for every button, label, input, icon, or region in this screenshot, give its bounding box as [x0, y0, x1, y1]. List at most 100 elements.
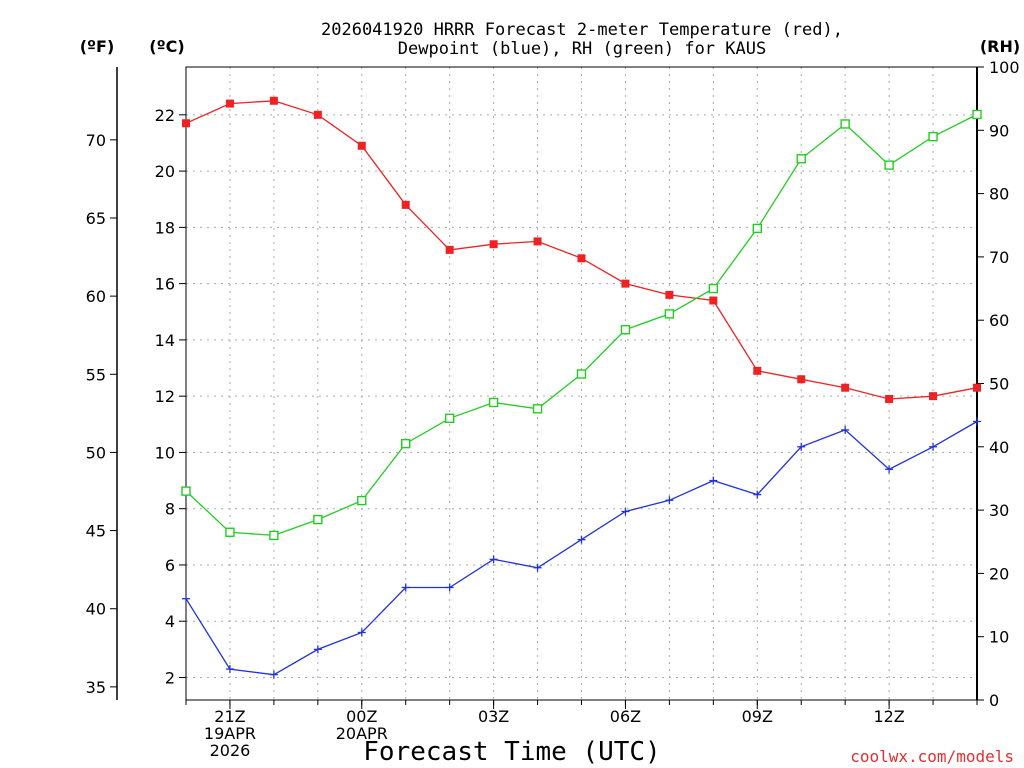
- x-tick-label: 12Z: [873, 707, 904, 726]
- temperature-point: [973, 383, 981, 392]
- temperature-point: [357, 141, 366, 150]
- celsius-tick-label: 12: [155, 387, 175, 406]
- rh-point: [181, 486, 191, 496]
- celsius-tick-label: 14: [155, 331, 175, 350]
- fahrenheit-unit-label: (ºF): [80, 37, 115, 56]
- temperature-point: [445, 245, 454, 254]
- temperature-point: [753, 366, 762, 375]
- dewpoint-point: [357, 628, 366, 637]
- rh-point: [225, 527, 235, 537]
- temperature-point: [797, 375, 806, 384]
- dewpoint-point: [489, 555, 498, 564]
- rh-tick-label: 30: [989, 501, 1009, 520]
- x-tick-label: 00Z: [346, 707, 377, 726]
- celsius-tick-label: 4: [165, 612, 175, 631]
- rh-point: [796, 154, 806, 164]
- rh-point: [269, 530, 279, 541]
- dewpoint-point: [533, 563, 542, 572]
- celsius-tick-label: 20: [155, 162, 175, 181]
- series-temperature: [182, 96, 981, 403]
- dewpoint-point: [445, 583, 454, 592]
- x-tick-label: 20APR: [336, 724, 388, 743]
- x-tick-label: 19APR: [204, 724, 256, 743]
- series-dewpoint: [182, 417, 981, 679]
- dewpoint-point: [841, 425, 850, 434]
- x-tick-label: 09Z: [742, 707, 773, 726]
- temperature-point: [929, 392, 938, 401]
- rh-tick-label: 90: [989, 121, 1009, 140]
- dewpoint-point: [401, 583, 410, 592]
- x-tick-label: 06Z: [610, 707, 641, 726]
- dewpoint-point: [313, 645, 322, 654]
- dewpoint-point: [973, 417, 981, 426]
- rh-point: [708, 283, 719, 294]
- fahrenheit-tick-label: 45: [86, 522, 106, 541]
- celsius-tick-label: 10: [155, 443, 175, 462]
- x-tick-label: 21Z: [214, 707, 245, 726]
- rh-point: [488, 397, 499, 408]
- temperature-point: [533, 237, 542, 246]
- chart-title-line2: Dewpoint (blue), RH (green) for KAUS: [398, 39, 766, 59]
- celsius-tick-label: 6: [165, 556, 175, 575]
- dewpoint-point: [885, 465, 894, 474]
- dewpoint-point: [577, 535, 586, 544]
- rh-point: [620, 324, 631, 335]
- fahrenheit-tick-label: 55: [86, 365, 106, 384]
- dewpoint-point: [182, 594, 190, 603]
- rh-tick-label: 0: [989, 691, 999, 710]
- rh-line: [185, 113, 978, 537]
- temperature-point: [182, 119, 190, 128]
- temperature-point: [269, 96, 278, 105]
- axes: [110, 66, 984, 709]
- x-tick-label: 2026: [210, 741, 251, 760]
- dewpoint-point: [797, 442, 806, 451]
- temperature-point: [621, 279, 630, 288]
- temperature-point: [225, 99, 234, 108]
- rh-point: [664, 309, 675, 319]
- temperature-point: [885, 394, 894, 403]
- rh-point: [444, 413, 455, 424]
- fahrenheit-tick-label: 50: [86, 443, 106, 462]
- dewpoint-point: [665, 496, 674, 505]
- temperature-point: [489, 240, 498, 249]
- rh-point: [532, 404, 543, 414]
- fahrenheit-tick-label: 40: [86, 600, 106, 619]
- rh-tick-label: 50: [989, 375, 1009, 394]
- temperature-point: [401, 200, 410, 209]
- rh-point: [884, 160, 894, 170]
- x-axis-label: Forecast Time (UTC): [363, 737, 660, 767]
- celsius-tick-label: 8: [165, 500, 175, 519]
- rh-point: [972, 109, 982, 120]
- tick-labels: 2 4 6 8 10 12 14 16 18 20 22 35 40 45 50 55 60 65 70 0 10 20 3…: [86, 58, 1020, 760]
- celsius-tick-label: 16: [155, 275, 175, 294]
- x-tick-label: 03Z: [478, 707, 509, 726]
- rh-point: [401, 438, 411, 449]
- rh-tick-label: 10: [989, 628, 1009, 647]
- chart-title-line1: 2026041920 HRRR Forecast 2-meter Tempera…: [321, 20, 843, 40]
- temperature-point: [709, 296, 718, 305]
- dewpoint-point: [709, 476, 718, 485]
- rh-tick-label: 20: [989, 564, 1009, 583]
- rh-tick-label: 70: [989, 248, 1009, 267]
- rh-tick-label: 60: [989, 311, 1009, 330]
- temperature-point: [313, 110, 322, 119]
- celsius-tick-label: 22: [155, 106, 175, 125]
- rh-point: [313, 514, 323, 525]
- celsius-tick-label: 18: [155, 218, 175, 237]
- fahrenheit-tick-label: 65: [86, 209, 106, 228]
- rh-unit-label: (RH): [980, 37, 1020, 56]
- rh-point: [840, 119, 850, 129]
- dewpoint-point: [753, 490, 762, 499]
- dewpoint-point: [269, 670, 278, 679]
- celsius-unit-label: (ºC): [149, 37, 184, 56]
- fahrenheit-tick-label: 70: [86, 131, 106, 150]
- rh-tick-label: 100: [989, 58, 1020, 77]
- rh-tick-label: 80: [989, 185, 1009, 204]
- dewpoint-point: [621, 507, 630, 516]
- credit-text[interactable]: coolwx.com/models: [850, 747, 1014, 766]
- data-series: [181, 96, 982, 679]
- rh-point: [576, 369, 587, 379]
- temperature-point: [665, 290, 674, 299]
- series-rh: [181, 109, 982, 541]
